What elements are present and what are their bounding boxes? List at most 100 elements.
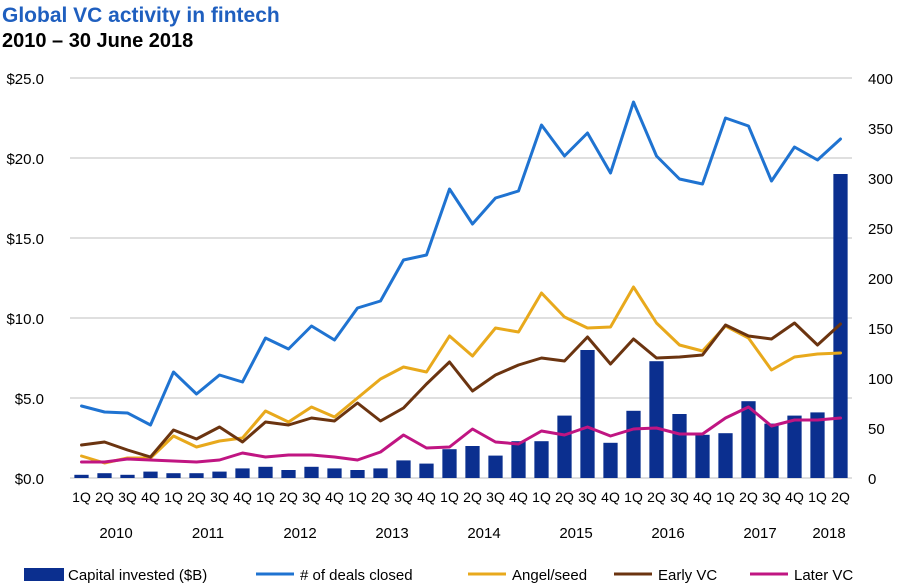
capital-bar bbox=[557, 415, 572, 478]
y-right-tick-label: 400 bbox=[868, 71, 893, 88]
legend-item: Early VC bbox=[614, 567, 717, 584]
x-quarter-label: 2Q bbox=[555, 489, 574, 505]
y-left-tick-label: $20.0 bbox=[6, 151, 44, 168]
grid-lines bbox=[70, 77, 852, 479]
capital-bar bbox=[764, 423, 779, 478]
capital-bar bbox=[166, 473, 181, 478]
capital-bar bbox=[787, 415, 802, 478]
x-year-label: 2017 bbox=[743, 525, 776, 542]
capital-bar bbox=[235, 468, 250, 478]
capital-bar bbox=[488, 455, 503, 478]
x-quarter-label: 2Q bbox=[831, 489, 850, 505]
x-quarter-label: 2Q bbox=[739, 489, 758, 505]
capital-bar bbox=[511, 441, 526, 478]
x-quarter-label: 3Q bbox=[118, 489, 137, 505]
legend-label: # of deals closed bbox=[300, 567, 413, 584]
x-quarter-label: 1Q bbox=[440, 489, 459, 505]
capital-bar bbox=[327, 468, 342, 478]
x-quarter-label: 2Q bbox=[187, 489, 206, 505]
x-year-label: 2018 bbox=[812, 525, 845, 542]
x-quarter-label: 2Q bbox=[279, 489, 298, 505]
capital-bar bbox=[212, 471, 227, 478]
legend-label: Later VC bbox=[794, 567, 853, 584]
capital-bar bbox=[350, 470, 365, 478]
capital-bar bbox=[442, 449, 457, 478]
x-quarter-label: 3Q bbox=[302, 489, 321, 505]
x-quarter-label: 4Q bbox=[785, 489, 804, 505]
legend-item: Later VC bbox=[750, 567, 853, 584]
x-year-label: 2014 bbox=[467, 525, 500, 542]
later-vc-line bbox=[80, 405, 842, 464]
x-quarter-label: 1Q bbox=[348, 489, 367, 505]
x-quarter-label: 1Q bbox=[532, 489, 551, 505]
x-quarter-label: 4Q bbox=[233, 489, 252, 505]
x-year-label: 2011 bbox=[192, 525, 224, 542]
capital-bar bbox=[695, 434, 710, 478]
y-left-tick-label: $10.0 bbox=[6, 311, 44, 328]
capital-bar bbox=[626, 410, 641, 478]
x-quarter-label: 4Q bbox=[417, 489, 436, 505]
x-quarter-label: 4Q bbox=[325, 489, 344, 505]
x-quarter-label: 1Q bbox=[256, 489, 275, 505]
x-year-label: 2015 bbox=[559, 525, 592, 542]
x-quarter-label: 3Q bbox=[762, 489, 781, 505]
x-quarter-label: 4Q bbox=[693, 489, 712, 505]
y-right-tick-label: 100 bbox=[868, 371, 893, 388]
legend-item: Angel/seed bbox=[468, 567, 587, 584]
legend-label: Angel/seed bbox=[512, 567, 587, 584]
y-left-tick-label: $0.0 bbox=[15, 471, 44, 488]
x-quarter-label: 4Q bbox=[601, 489, 620, 505]
capital-bar bbox=[419, 463, 434, 478]
x-year-label: 2016 bbox=[651, 525, 684, 542]
capital-bar bbox=[718, 433, 733, 478]
legend: Capital invested ($B) # of deals closed An… bbox=[24, 567, 853, 584]
chart-title: Global VC activity in fintech bbox=[2, 4, 280, 27]
y-right-tick-label: 0 bbox=[868, 471, 876, 488]
capital-bar bbox=[580, 350, 595, 478]
capital-bar bbox=[465, 446, 480, 478]
capital-bar bbox=[649, 361, 664, 478]
x-quarter-label: 3Q bbox=[394, 489, 413, 505]
series-lines bbox=[80, 100, 842, 465]
capital-bars bbox=[74, 174, 848, 478]
x-quarter-label: 3Q bbox=[210, 489, 229, 505]
x-quarter-label: 2Q bbox=[371, 489, 390, 505]
y-left-tick-label: $5.0 bbox=[15, 391, 44, 408]
legend-item: Capital invested ($B) bbox=[24, 567, 207, 584]
x-year-label: 2010 bbox=[99, 525, 132, 542]
y-left-tick-label: $15.0 bbox=[6, 231, 44, 248]
capital-bar bbox=[74, 474, 89, 478]
early-vc-line bbox=[80, 321, 842, 459]
capital-bar bbox=[741, 401, 756, 478]
capital-bar bbox=[97, 473, 112, 478]
x-quarter-label: 2Q bbox=[647, 489, 666, 505]
deals-line bbox=[80, 100, 842, 427]
capital-bar bbox=[534, 441, 549, 478]
capital-bar bbox=[304, 466, 319, 478]
x-quarter-label: 4Q bbox=[141, 489, 160, 505]
legend-item: # of deals closed bbox=[256, 567, 413, 584]
y-right-tick-label: 150 bbox=[868, 321, 893, 338]
x-year-label: 2013 bbox=[375, 525, 408, 542]
x-quarter-label: 1Q bbox=[808, 489, 827, 505]
chart-subtitle: 2010 – 30 June 2018 bbox=[2, 30, 194, 52]
x-quarter-label: 3Q bbox=[486, 489, 505, 505]
capital-bar bbox=[373, 468, 388, 478]
x-quarter-label: 1Q bbox=[624, 489, 643, 505]
legend-swatch bbox=[24, 568, 64, 581]
capital-bar bbox=[189, 473, 204, 478]
x-quarter-label: 4Q bbox=[509, 489, 528, 505]
x-quarter-label: 2Q bbox=[95, 489, 114, 505]
capital-bar bbox=[603, 442, 618, 478]
capital-bar bbox=[258, 466, 273, 478]
x-quarter-label: 1Q bbox=[164, 489, 183, 505]
y-right-tick-label: 200 bbox=[868, 271, 893, 288]
x-year-label: 2012 bbox=[283, 525, 316, 542]
legend-label: Capital invested ($B) bbox=[68, 567, 207, 584]
capital-bar bbox=[120, 474, 135, 478]
capital-bar bbox=[396, 460, 411, 478]
y-right-tick-label: 300 bbox=[868, 171, 893, 188]
capital-bar bbox=[672, 414, 687, 478]
y-right-tick-label: 350 bbox=[868, 121, 893, 138]
